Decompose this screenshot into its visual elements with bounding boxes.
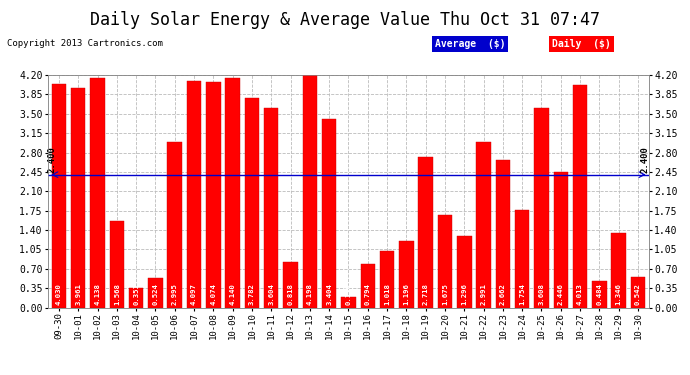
- Bar: [129, 288, 144, 308]
- Bar: [457, 236, 471, 308]
- Text: 2.446: 2.446: [558, 284, 564, 305]
- Bar: [418, 157, 433, 308]
- Bar: [322, 119, 337, 308]
- Text: 0.818: 0.818: [288, 284, 293, 305]
- Bar: [168, 142, 182, 308]
- Bar: [380, 251, 394, 308]
- Text: 3.604: 3.604: [268, 284, 274, 305]
- Bar: [437, 215, 452, 308]
- Bar: [148, 279, 163, 308]
- Text: 4.013: 4.013: [577, 284, 583, 305]
- Text: 1.196: 1.196: [404, 284, 409, 305]
- Text: 4.030: 4.030: [56, 284, 62, 305]
- Bar: [342, 297, 355, 307]
- Bar: [360, 264, 375, 308]
- Bar: [534, 108, 549, 307]
- Text: Daily  ($): Daily ($): [552, 39, 611, 50]
- Bar: [495, 160, 510, 308]
- Text: 3.961: 3.961: [75, 284, 81, 305]
- Bar: [476, 142, 491, 308]
- Text: Average  ($): Average ($): [435, 39, 505, 50]
- Text: 3.782: 3.782: [249, 284, 255, 305]
- Bar: [110, 221, 124, 308]
- Bar: [515, 210, 529, 308]
- Bar: [303, 75, 317, 307]
- Text: 0.794: 0.794: [365, 284, 371, 305]
- Text: 1.296: 1.296: [461, 284, 467, 305]
- Text: 4.198: 4.198: [307, 284, 313, 305]
- Bar: [187, 81, 201, 308]
- Text: 4.097: 4.097: [191, 284, 197, 305]
- Text: 4.140: 4.140: [230, 284, 236, 305]
- Text: 4.074: 4.074: [210, 284, 217, 305]
- Bar: [592, 281, 607, 308]
- Text: 2.718: 2.718: [423, 284, 428, 305]
- Text: 2.400: 2.400: [48, 146, 57, 173]
- Text: 2.662: 2.662: [500, 284, 506, 305]
- Bar: [284, 262, 298, 308]
- Bar: [52, 84, 66, 308]
- Bar: [631, 278, 645, 308]
- Text: 3.404: 3.404: [326, 284, 332, 305]
- Text: 1.346: 1.346: [615, 284, 622, 305]
- Bar: [573, 86, 587, 308]
- Bar: [399, 241, 413, 308]
- Bar: [206, 82, 221, 308]
- Text: 2.400: 2.400: [640, 146, 649, 173]
- Bar: [90, 78, 105, 308]
- Bar: [611, 233, 626, 308]
- Text: 1.568: 1.568: [114, 284, 120, 305]
- Text: 1.675: 1.675: [442, 284, 448, 305]
- Text: 2.991: 2.991: [480, 284, 486, 305]
- Bar: [245, 98, 259, 308]
- Text: 0.524: 0.524: [152, 284, 159, 305]
- Text: Copyright 2013 Cartronics.com: Copyright 2013 Cartronics.com: [7, 39, 163, 48]
- Bar: [226, 78, 240, 308]
- Text: 4.138: 4.138: [95, 284, 101, 305]
- Bar: [264, 108, 279, 308]
- Bar: [71, 88, 86, 308]
- Text: 3.608: 3.608: [538, 284, 544, 305]
- Text: 1.018: 1.018: [384, 284, 390, 305]
- Text: 0.351: 0.351: [133, 284, 139, 305]
- Text: 0.542: 0.542: [635, 284, 641, 305]
- Text: 0.190: 0.190: [346, 284, 351, 305]
- Text: 0.484: 0.484: [596, 284, 602, 305]
- Text: Daily Solar Energy & Average Value Thu Oct 31 07:47: Daily Solar Energy & Average Value Thu O…: [90, 11, 600, 29]
- Bar: [553, 172, 568, 308]
- Text: 1.754: 1.754: [519, 284, 525, 305]
- Text: 2.995: 2.995: [172, 284, 178, 305]
